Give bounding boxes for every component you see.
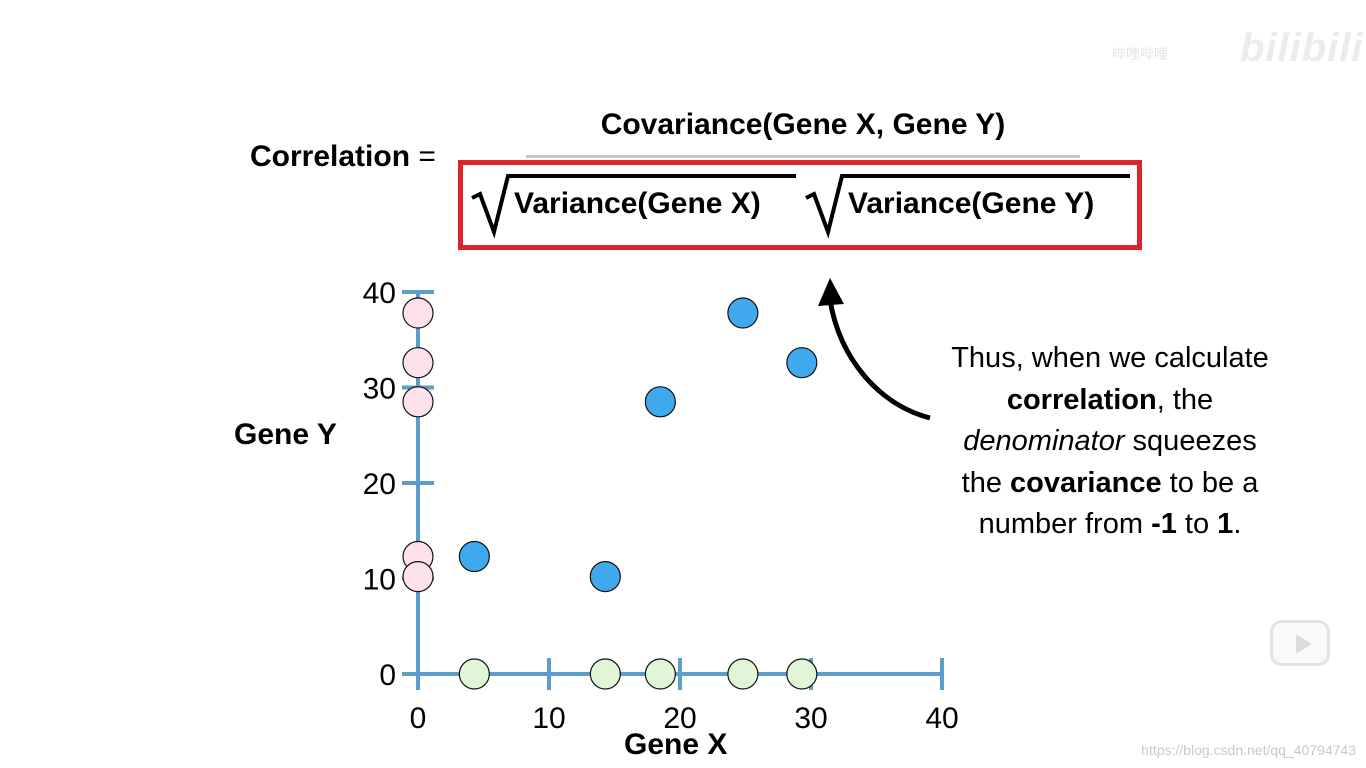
arrow-shaft [827,299,931,421]
note-line-5-pre: number from [978,508,1152,540]
y-tick-label: 30 [363,373,396,406]
correlation-word: Correlation [250,140,411,173]
sqrt-sign-1 [471,174,796,239]
denominator-term-1: Variance(Gene X) [514,187,761,220]
y-tick-label: 20 [363,468,396,501]
x-tick-label: 30 [794,702,827,735]
note-line-4: the covariance to be a [910,463,1310,505]
y-projection-point [402,297,434,329]
bilibili-logo: bilibili [1240,26,1364,70]
equals-sign: = [418,140,436,173]
y-tick-label: 40 [363,277,396,310]
note-line-1: Thus, when we calculate [951,342,1269,374]
note-covariance-word: covariance [1010,466,1162,499]
x-tick-label: 10 [532,702,565,735]
note-line-4-pre: the [961,466,1011,499]
sqrt-sign-2-path [805,174,1130,239]
sqrt-sign-1-path [471,174,796,239]
y-tick-label: 10 [363,564,396,597]
x-projection-point [458,658,490,690]
denominator-highlight-box [458,160,1142,250]
x-projection-point [589,658,621,690]
brand-small-text: 哔哩哔哩 [1112,46,1168,62]
note-line-5: number from -1 to 1. [910,504,1310,546]
note-line-3: denominator squeezes [910,421,1310,463]
arrow-head [818,278,844,306]
x-axis-label: Gene X [624,728,728,761]
y-projection-point [402,560,434,593]
data-point [458,540,490,573]
y-projection-point [402,386,434,418]
explanation-note: Thus, when we calculate correlation, the… [910,338,1310,546]
data-point [589,560,621,593]
y-projection-point [402,347,434,379]
note-correlation-word: correlation [1006,383,1157,416]
denominator-term-2: Variance(Gene Y) [848,187,1095,220]
note-one: 1 [1217,508,1234,540]
x-tick-label: 0 [410,702,427,735]
note-line-5-mid: to [1176,508,1218,540]
x-projection-point [644,658,676,690]
note-line-3-rest: squeezes [1124,425,1257,457]
y-axis-label: Gene Y [234,418,337,451]
sqrt-signs [471,174,1130,239]
note-minus-one: -1 [1151,508,1177,540]
data-point [786,347,818,379]
y-tick-label: 0 [379,659,396,692]
fraction-bar [526,155,1080,158]
data-point [644,386,676,418]
note-line-4-post: to be a [1161,466,1259,499]
x-projection-point [786,658,818,690]
note-denominator-word: denominator [963,425,1125,457]
curved-arrow [818,278,931,421]
data-point [727,297,759,329]
play-button[interactable] [1270,620,1330,666]
note-line-2-rest: , the [1156,383,1214,416]
x-tick-label: 20 [663,702,696,735]
note-line-2: correlation, the [910,380,1310,422]
x-tick-label: 40 [925,702,958,735]
formula-label: Correlation = [250,140,436,174]
formula-numerator: Covariance(Gene X, Gene Y) [600,108,1006,141]
sqrt-sign-2 [805,174,1130,239]
source-url-watermark: https://blog.csdn.net/qq_40794743 [1141,742,1356,758]
note-line-5-end: . [1233,508,1242,540]
x-projection-point [727,658,759,690]
